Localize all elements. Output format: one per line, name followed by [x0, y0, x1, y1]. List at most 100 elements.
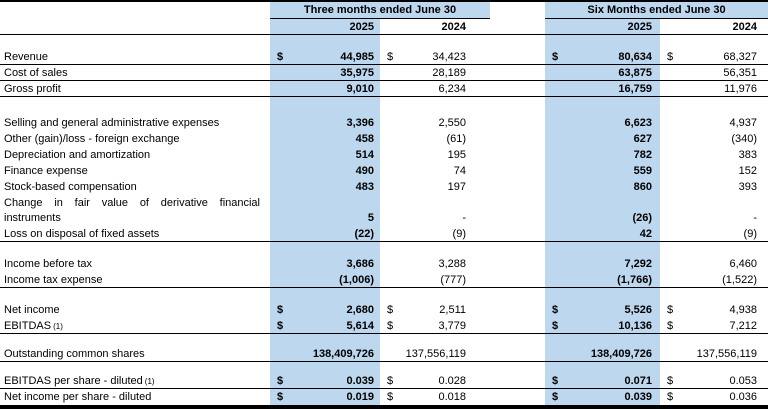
value-cell: 860 — [545, 179, 660, 195]
cell-value: 490 — [355, 165, 374, 177]
value-cell: 6,234 — [380, 81, 490, 96]
value-cell: 11,976 — [660, 81, 768, 96]
row-label: Cost of sales — [4, 66, 68, 79]
value-cell: 16,759 — [545, 81, 660, 96]
cell-value: 74 — [453, 165, 466, 177]
dollar-sign: $ — [277, 319, 284, 332]
value-cell: 138,409,726 — [545, 346, 660, 361]
table-row: Income tax expense (1,006) (777) (1,766) (1,… — [0, 272, 768, 288]
value-cell — [380, 35, 490, 49]
cell-value: 0.039 — [624, 391, 652, 403]
value-cell: 42 — [545, 226, 660, 241]
spacer-row — [0, 242, 768, 256]
column-gap — [490, 389, 545, 405]
value-cell: 483 — [270, 179, 380, 195]
column-gap — [490, 35, 545, 49]
value-cell: $10,136 — [545, 318, 660, 333]
cell-value: 7,212 — [729, 319, 757, 332]
spacer-row — [0, 288, 768, 302]
value-cell: $44,985 — [270, 49, 380, 64]
value-cell: $5,614 — [270, 318, 380, 333]
cell-value: 197 — [447, 181, 466, 193]
cell-value: (340) — [731, 133, 757, 145]
cell-value: 3,396 — [346, 117, 374, 129]
cell-value: 5,614 — [346, 319, 374, 332]
cell-value: 514 — [355, 149, 374, 161]
table-body: Revenue $44,985 $34,423 $80,634 $68,327 Cost … — [0, 35, 768, 405]
value-cell: $7,212 — [660, 318, 768, 333]
cell-value: 0.036 — [729, 391, 757, 403]
value-cell — [660, 288, 768, 302]
row-label: Gross profit — [4, 82, 61, 95]
cell-value: 6,623 — [624, 117, 652, 129]
column-gap — [490, 272, 545, 287]
cell-value: 393 — [738, 181, 757, 193]
cell-value: 483 — [355, 181, 374, 193]
cell-value: 10,136 — [618, 319, 652, 332]
cell-value: 68,327 — [723, 50, 757, 63]
value-cell: 627 — [545, 131, 660, 147]
table-row: Cost of sales 35,975 28,189 63,875 56,351 — [0, 65, 768, 81]
value-cell: 137,556,119 — [380, 346, 490, 361]
table-row: EBITDAS (1) $5,614 $3,779 $10,136 $7,212 — [0, 318, 768, 334]
value-cell: (340) — [660, 131, 768, 147]
row-label: Income before tax — [4, 258, 93, 270]
value-cell: 137,556,119 — [660, 346, 768, 361]
column-gap — [490, 97, 545, 115]
dollar-sign: $ — [387, 50, 394, 63]
value-cell: 195 — [380, 147, 490, 163]
cell-value: (1,522) — [722, 273, 757, 286]
dollar-sign: $ — [387, 319, 394, 332]
value-cell — [380, 288, 490, 302]
cell-value: 0.019 — [346, 391, 374, 403]
value-cell: 393 — [660, 179, 768, 195]
cell-value: 138,409,726 — [312, 347, 374, 360]
table-row: Selling and general administrative expen… — [0, 115, 768, 131]
cell-value: 42 — [639, 227, 652, 240]
year-header-3mo-2024: 2024 — [441, 20, 466, 33]
column-gap — [490, 115, 545, 131]
cell-value: 6,460 — [729, 258, 757, 270]
dollar-sign: $ — [387, 391, 394, 403]
dollar-sign: $ — [552, 50, 559, 63]
cell-value: 383 — [738, 149, 757, 161]
table-row: EBITDAS per share - diluted (1) $0.039 $0.0… — [0, 373, 768, 389]
column-gap — [490, 334, 545, 346]
cell-value: (777) — [440, 273, 466, 286]
dollar-sign: $ — [277, 391, 284, 403]
column-gap — [490, 163, 545, 179]
cell-value: (26) — [632, 212, 652, 224]
value-cell: $2,511 — [380, 302, 490, 318]
row-label: EBITDAS (1) — [4, 319, 63, 332]
column-gap — [490, 302, 545, 318]
value-cell: $0.036 — [660, 389, 768, 405]
footnote-marker: (1) — [53, 322, 63, 331]
cell-value: 2,680 — [346, 304, 374, 316]
value-cell — [270, 362, 380, 373]
value-cell — [660, 242, 768, 256]
cell-value: 56,351 — [723, 66, 757, 79]
cell-value: 4,938 — [729, 304, 757, 316]
cell-value: 5 — [367, 212, 374, 224]
cell-value: 5,526 — [624, 304, 652, 316]
value-cell — [545, 35, 660, 49]
column-gap — [490, 256, 545, 272]
row-label — [0, 97, 270, 115]
cell-value: (22) — [354, 227, 374, 240]
value-cell: (22) — [270, 226, 380, 241]
cell-value: 627 — [633, 133, 652, 145]
header-spacer-label — [0, 19, 270, 34]
value-cell — [660, 362, 768, 373]
row-label — [0, 288, 270, 302]
row-label — [0, 362, 270, 373]
dollar-sign: $ — [387, 304, 394, 316]
cell-value: 2,550 — [438, 117, 466, 129]
col-group-six-months: Six Months ended June 30 — [545, 2, 768, 19]
row-label: Income tax expense — [4, 273, 103, 286]
row-label: Net income per share - diluted — [4, 391, 152, 403]
value-cell: $0.039 — [270, 373, 380, 388]
value-cell: 6,460 — [660, 256, 768, 272]
table-row: Outstanding common shares 138,409,726 137,… — [0, 346, 768, 362]
cell-value: 6,234 — [438, 82, 466, 95]
value-cell: (1,006) — [270, 272, 380, 287]
